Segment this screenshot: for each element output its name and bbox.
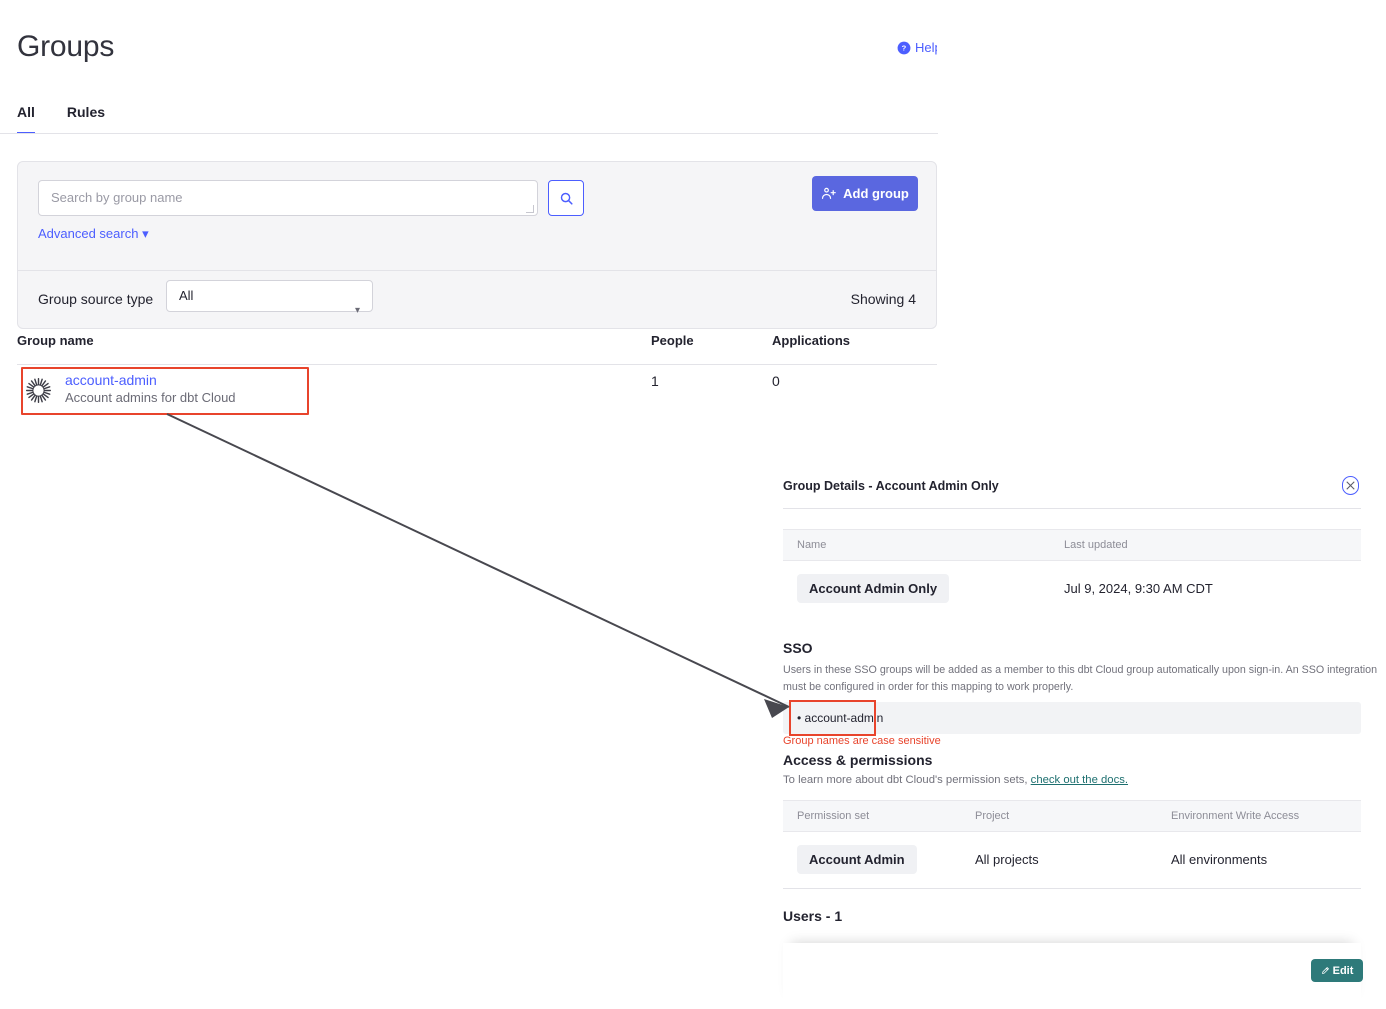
svg-text:?: ? <box>902 43 907 52</box>
